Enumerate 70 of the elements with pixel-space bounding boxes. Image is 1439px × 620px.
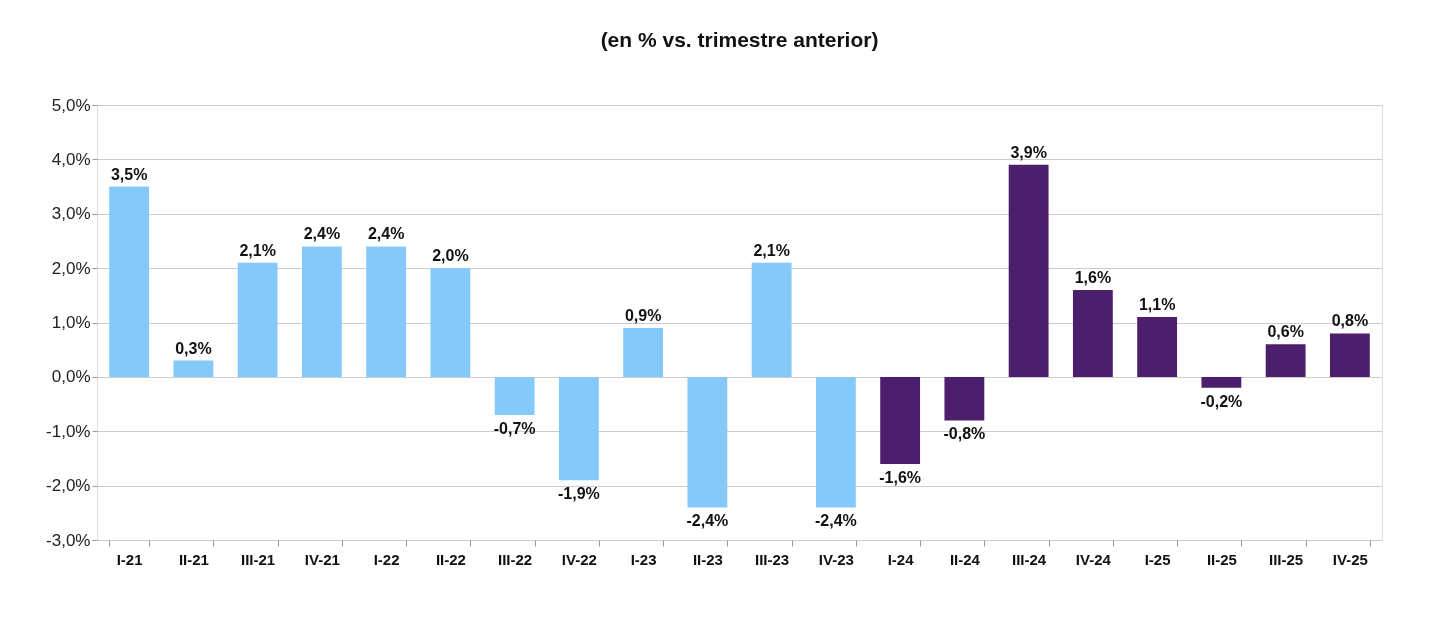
bar xyxy=(751,262,792,377)
x-tick-label: II-21 xyxy=(178,550,209,568)
x-tick-label: III-25 xyxy=(1269,550,1304,568)
chart-title: (en % vs. trimestre anterior) xyxy=(600,28,879,51)
bar xyxy=(1329,333,1370,377)
bar xyxy=(944,376,985,421)
bar xyxy=(1008,164,1049,377)
bar xyxy=(558,376,599,481)
bar xyxy=(1137,317,1178,377)
y-tick-label: 5,0% xyxy=(51,95,91,115)
y-tick-label: 2,0% xyxy=(51,258,91,278)
bar xyxy=(1265,344,1306,377)
bar xyxy=(494,376,535,415)
data-label: -0,2% xyxy=(1200,392,1243,410)
data-label: -1,9% xyxy=(557,485,600,503)
x-tick-label: I-24 xyxy=(887,550,915,568)
data-label: 2,1% xyxy=(753,241,790,259)
x-tick-label: II-24 xyxy=(949,550,981,568)
data-label: 3,9% xyxy=(1010,143,1047,161)
bar xyxy=(815,376,856,508)
data-label: 1,6% xyxy=(1074,268,1112,286)
y-tick-label: -3,0% xyxy=(46,530,91,550)
bar xyxy=(623,327,664,377)
data-label: -2,4% xyxy=(814,512,857,530)
x-tick-label: II-25 xyxy=(1206,550,1237,568)
x-tick-label: III-23 xyxy=(755,550,790,568)
y-tick-label: -2,0% xyxy=(46,476,91,496)
x-tick-label: IV-22 xyxy=(561,550,597,568)
y-tick-label: 3,0% xyxy=(51,204,91,224)
bar xyxy=(1201,376,1242,388)
data-label: 2,0% xyxy=(432,247,469,265)
y-tick-label: 0,0% xyxy=(51,367,91,387)
y-tick-label: 1,0% xyxy=(51,313,91,332)
data-label: -2,4% xyxy=(686,512,729,530)
data-label: 0,3% xyxy=(175,339,212,357)
bar xyxy=(430,268,471,377)
data-label: 2,4% xyxy=(367,225,405,243)
x-tick-label: IV-24 xyxy=(1075,550,1112,568)
bar xyxy=(301,246,342,377)
x-tick-label: I-22 xyxy=(373,550,400,568)
x-tick-label: IV-21 xyxy=(304,550,340,568)
bar xyxy=(237,262,278,377)
bar xyxy=(880,376,921,464)
x-tick-label: I-25 xyxy=(1144,550,1171,568)
data-label: -0,7% xyxy=(493,419,536,437)
data-label: 1,1% xyxy=(1138,296,1176,314)
x-tick-label: IV-25 xyxy=(1332,550,1368,568)
data-label: 2,1% xyxy=(239,241,276,259)
data-label: -1,6% xyxy=(879,468,922,486)
bar xyxy=(687,376,728,508)
x-tick-label: III-22 xyxy=(498,550,533,568)
data-label: 0,6% xyxy=(1267,323,1304,341)
x-tick-label: IV-23 xyxy=(818,550,854,568)
bar xyxy=(1072,289,1113,377)
data-label: -0,8% xyxy=(943,425,986,443)
x-tick-label: II-22 xyxy=(435,550,466,568)
x-tick-label: I-21 xyxy=(116,550,143,568)
x-tick-label: I-23 xyxy=(630,550,657,568)
y-tick-label: 4,0% xyxy=(51,149,91,169)
x-tick-label: III-24 xyxy=(1012,550,1047,568)
bar xyxy=(366,246,407,377)
data-label: 3,5% xyxy=(110,165,148,183)
data-label: 0,8% xyxy=(1331,312,1369,330)
data-label: 2,4% xyxy=(303,225,341,243)
x-tick-label: III-21 xyxy=(241,550,276,568)
y-tick-label: -1,0% xyxy=(46,421,91,441)
bar xyxy=(173,360,214,377)
data-label: 0,9% xyxy=(624,306,662,324)
x-tick-label: II-23 xyxy=(692,550,723,568)
bar xyxy=(109,186,150,377)
